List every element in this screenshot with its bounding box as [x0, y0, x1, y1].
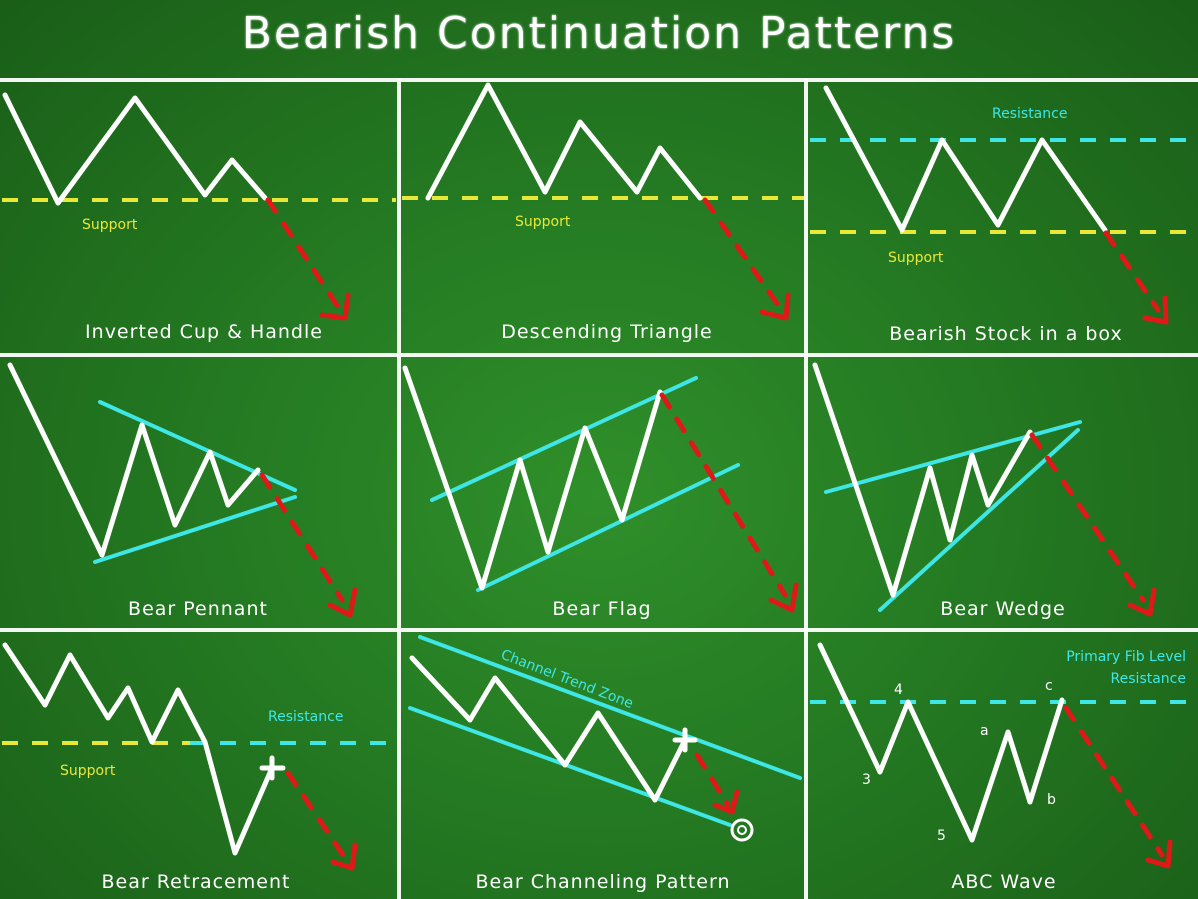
price-path	[409, 655, 688, 803]
panel-title: Descending Triangle	[501, 321, 713, 343]
resistance-label: Resistance	[268, 709, 343, 725]
price-path	[2, 92, 268, 206]
support-label: Support	[888, 250, 944, 266]
panel-grid	[0, 78, 1198, 899]
price-path	[812, 362, 1033, 598]
breakdown-arrowhead	[330, 842, 358, 871]
breakdown-arrow	[1103, 230, 1161, 313]
lower-trendline	[878, 428, 1080, 612]
main-title: Bearish Continuation Patterns	[241, 8, 957, 59]
support-label: Support	[515, 214, 571, 230]
price-path	[817, 642, 1065, 843]
lower-trendline	[476, 463, 740, 592]
panel-bear-flag: Bear Flag	[402, 365, 799, 620]
breakdown-arrowhead	[319, 292, 351, 321]
price-path	[402, 365, 663, 591]
panel-title: ABC Wave	[951, 871, 1056, 893]
breakdown-arrowhead	[768, 582, 799, 613]
resistance-label: Resistance	[992, 106, 1067, 122]
support-label: Support	[60, 763, 116, 779]
price-path	[425, 82, 703, 201]
breakdown-arrowhead	[1145, 839, 1173, 869]
wave-c-label: c	[1045, 678, 1053, 694]
upper-trendline	[430, 376, 698, 502]
panel-title: Bear Pennant	[128, 598, 268, 620]
support-label: Support	[82, 217, 138, 233]
fib-level-label: Primary Fib Level	[1066, 649, 1186, 665]
breakdown-arrow	[702, 197, 781, 308]
breakdown-arrow	[259, 472, 345, 603]
panel-bearish-stock-in-a-box: Resistance Support Bearish Stock in a bo…	[810, 85, 1196, 345]
breakdown-arrow	[694, 752, 731, 808]
panel-abc-wave: Primary Fib Level Resistance 4 3 5 a b c…	[810, 642, 1196, 893]
breakdown-arrow	[659, 392, 788, 598]
panel-title: Bearish Stock in a box	[889, 323, 1122, 345]
breakdown-arrow	[1063, 705, 1165, 858]
panel-bear-retracement: Resistance Support Bear Retracement	[2, 642, 396, 893]
wave-a-label: a	[980, 723, 989, 739]
lower-trendline	[93, 495, 297, 564]
panel-bear-pennant: Bear Pennant	[7, 362, 358, 620]
panel-inverted-cup-handle: Support Inverted Cup & Handle	[2, 92, 396, 343]
panel-bear-wedge: Bear Wedge	[812, 362, 1157, 620]
breakdown-arrow	[1029, 432, 1146, 603]
panel-bear-channeling: Channel Trend Zone Bear Channeling Patte…	[408, 635, 802, 893]
price-path	[2, 642, 275, 856]
target-swirl-inner	[737, 825, 747, 835]
wave-b-label: b	[1047, 792, 1056, 808]
breakdown-arrow	[265, 197, 343, 313]
wave-3-label: 3	[862, 772, 871, 788]
lower-channel-line	[408, 706, 732, 827]
panel-title: Inverted Cup & Handle	[85, 321, 323, 343]
panel-descending-triangle: Support Descending Triangle	[402, 82, 804, 343]
resistance-label: Resistance	[1111, 671, 1186, 687]
breakdown-arrowhead	[327, 587, 358, 618]
breakdown-arrowhead	[712, 789, 740, 815]
upper-trendline	[824, 420, 1082, 494]
wave-4-label: 4	[894, 682, 903, 698]
breakdown-arrow	[285, 770, 348, 861]
price-path	[7, 362, 261, 558]
panel-title: Bear Retracement	[102, 871, 291, 893]
breakdown-arrowhead	[1127, 587, 1157, 617]
price-path	[823, 85, 1108, 233]
panel-title: Bear Wedge	[940, 598, 1065, 620]
wave-5-label: 5	[937, 828, 946, 844]
panel-title: Bear Channeling Pattern	[476, 871, 731, 893]
upper-channel-line	[418, 635, 802, 780]
breakdown-arrowhead	[759, 292, 791, 321]
panel-title: Bear Flag	[552, 598, 651, 620]
target-swirl-icon	[730, 818, 754, 842]
breakdown-arrowhead	[1142, 295, 1169, 325]
channel-zone-label: Channel Trend Zone	[499, 647, 636, 712]
